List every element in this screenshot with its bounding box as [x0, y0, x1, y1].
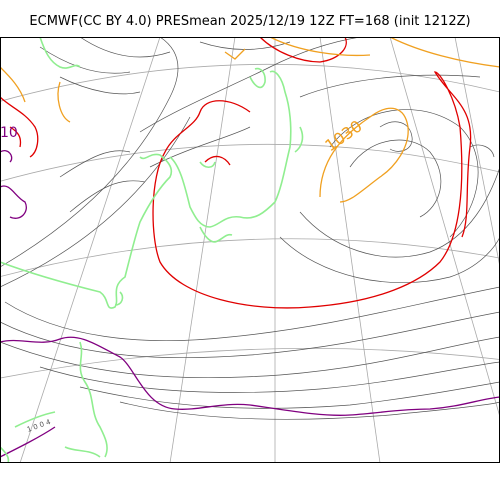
isobar-red — [0, 37, 472, 309]
isobar-purple — [0, 150, 500, 458]
isobar-label-left: 10 — [0, 125, 18, 141]
thin-isobars — [0, 37, 500, 420]
coastlines — [0, 37, 304, 463]
weather-map: 1030 10 1 0 0 4 — [0, 37, 500, 463]
map-title: ECMWF(CC BY 4.0) PRESmean 2025/12/19 12Z… — [29, 14, 471, 29]
isobar-orange — [0, 37, 500, 203]
map-frame — [0, 37, 500, 463]
graticule — [0, 37, 500, 463]
